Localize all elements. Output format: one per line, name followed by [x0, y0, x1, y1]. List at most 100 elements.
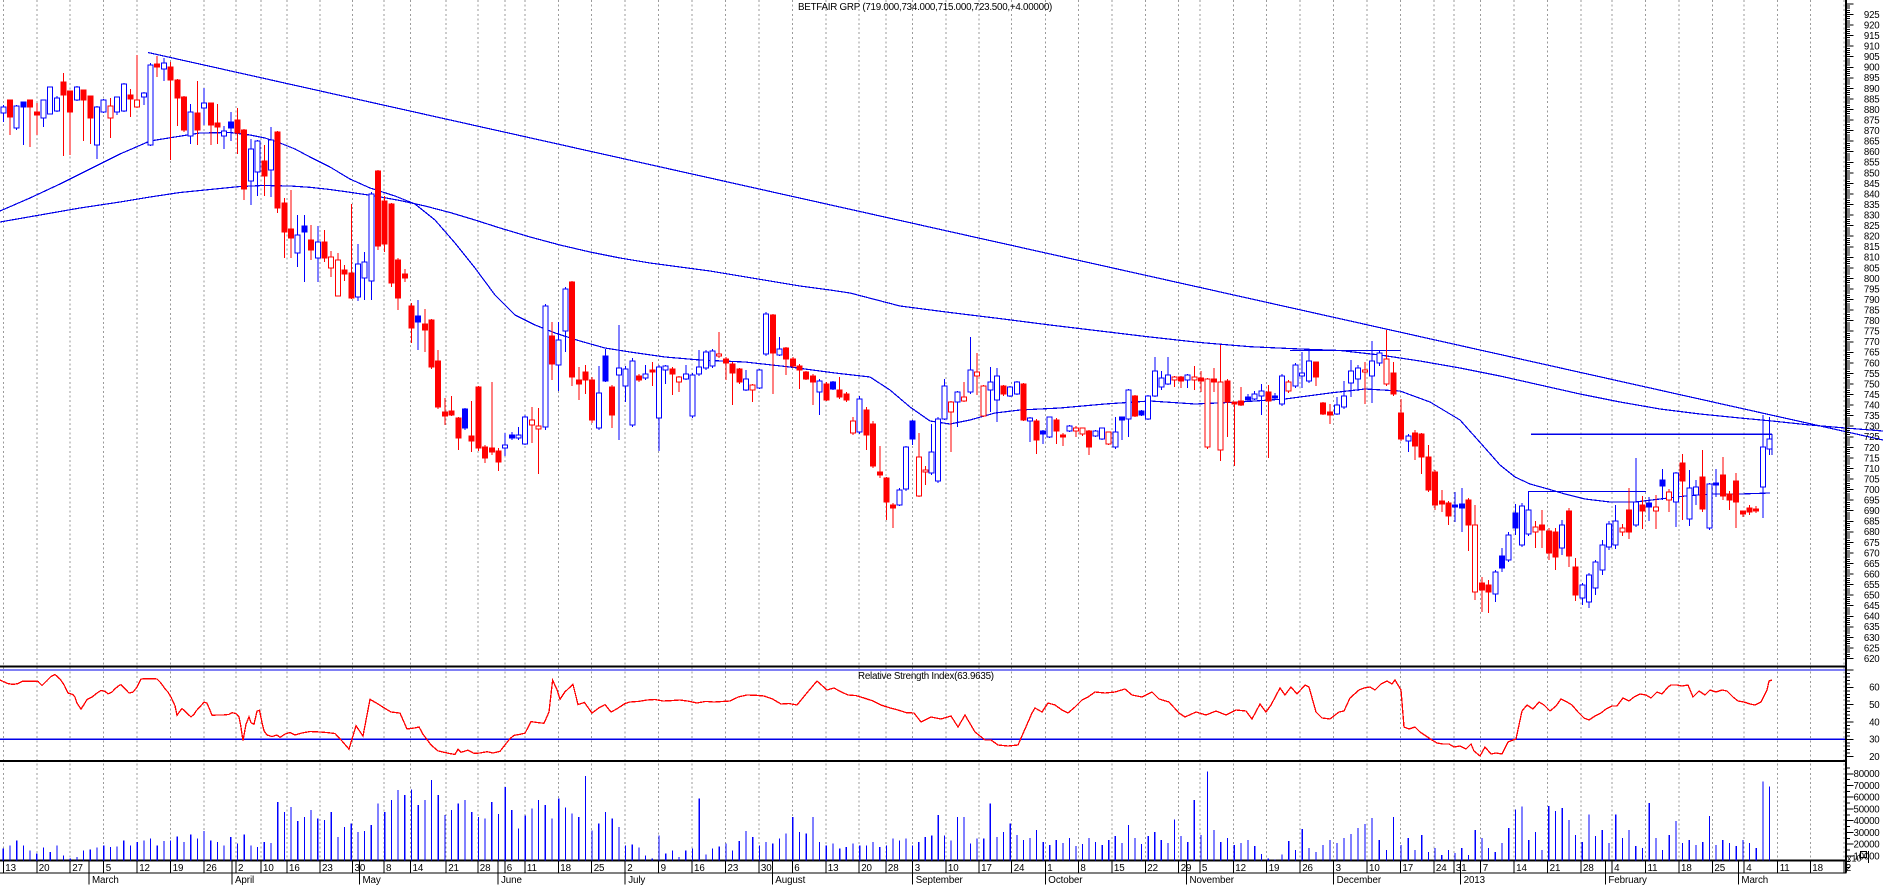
svg-text:80000: 80000 — [1854, 769, 1881, 780]
svg-text:885: 885 — [1864, 94, 1880, 105]
svg-text:875: 875 — [1864, 116, 1880, 127]
svg-text:25: 25 — [594, 863, 605, 874]
svg-text:24: 24 — [1436, 863, 1447, 874]
svg-text:920: 920 — [1864, 21, 1880, 32]
svg-text:70000: 70000 — [1854, 781, 1881, 792]
svg-text:770: 770 — [1864, 337, 1880, 348]
svg-text:10: 10 — [948, 863, 959, 874]
svg-text:810: 810 — [1864, 253, 1880, 264]
svg-text:795: 795 — [1864, 284, 1880, 295]
svg-text:620: 620 — [1864, 654, 1880, 665]
svg-text:775: 775 — [1864, 327, 1880, 338]
svg-text:15: 15 — [1114, 863, 1125, 874]
svg-text:July: July — [628, 875, 645, 885]
svg-text:16: 16 — [289, 863, 300, 874]
svg-text:28: 28 — [1583, 863, 1594, 874]
svg-text:665: 665 — [1864, 559, 1880, 570]
svg-text:2: 2 — [1846, 863, 1851, 874]
svg-text:630: 630 — [1864, 633, 1880, 644]
svg-text:17: 17 — [1402, 863, 1413, 874]
svg-text:8: 8 — [386, 863, 392, 874]
svg-text:6: 6 — [794, 863, 800, 874]
svg-text:750: 750 — [1864, 379, 1880, 390]
svg-text:17: 17 — [981, 863, 992, 874]
svg-text:905: 905 — [1864, 52, 1880, 63]
svg-text:1: 1 — [1047, 863, 1052, 874]
svg-text:890: 890 — [1864, 84, 1880, 95]
svg-text:2013: 2013 — [1464, 875, 1486, 885]
svg-text:655: 655 — [1864, 580, 1880, 591]
svg-text:BETFAIR GRP (719.000,734.000,7: BETFAIR GRP (719.000,734.000,715.000,723… — [798, 2, 1052, 13]
svg-text:12: 12 — [139, 863, 150, 874]
svg-text:23: 23 — [728, 863, 739, 874]
svg-text:2: 2 — [238, 863, 243, 874]
svg-text:780: 780 — [1864, 316, 1880, 327]
svg-text:7: 7 — [1483, 863, 1488, 874]
svg-text:20: 20 — [1869, 752, 1880, 763]
svg-text:3: 3 — [1336, 863, 1342, 874]
svg-text:735: 735 — [1864, 411, 1880, 422]
svg-text:22: 22 — [1147, 863, 1158, 874]
svg-text:November: November — [1190, 875, 1235, 885]
svg-text:4: 4 — [1746, 863, 1752, 874]
svg-text:60: 60 — [1869, 683, 1880, 694]
svg-text:10000: 10000 — [1854, 851, 1881, 862]
svg-text:19: 19 — [1269, 863, 1280, 874]
svg-text:27: 27 — [72, 863, 83, 874]
svg-text:21: 21 — [448, 863, 459, 874]
svg-text:x10: x10 — [1847, 854, 1862, 864]
svg-text:815: 815 — [1864, 242, 1880, 253]
svg-text:25: 25 — [1714, 863, 1725, 874]
svg-text:20: 20 — [39, 863, 50, 874]
svg-text:925: 925 — [1864, 10, 1880, 21]
svg-text:11: 11 — [1648, 863, 1658, 874]
svg-text:790: 790 — [1864, 295, 1880, 306]
svg-text:710: 710 — [1864, 464, 1880, 475]
svg-text:40000: 40000 — [1854, 816, 1881, 827]
svg-text:650: 650 — [1864, 591, 1880, 602]
svg-text:690: 690 — [1864, 506, 1880, 517]
svg-text:12: 12 — [1235, 863, 1246, 874]
svg-text:730: 730 — [1864, 422, 1880, 433]
svg-text:825: 825 — [1864, 221, 1880, 232]
svg-text:800: 800 — [1864, 274, 1880, 285]
svg-text:30: 30 — [355, 863, 366, 874]
svg-text:670: 670 — [1864, 548, 1880, 559]
svg-text:20000: 20000 — [1854, 840, 1881, 851]
svg-text:4: 4 — [1614, 863, 1620, 874]
svg-text:915: 915 — [1864, 31, 1880, 42]
svg-text:720: 720 — [1864, 443, 1880, 454]
svg-text:50: 50 — [1869, 700, 1880, 711]
svg-text:695: 695 — [1864, 496, 1880, 507]
svg-text:5: 5 — [1202, 863, 1208, 874]
svg-text:645: 645 — [1864, 601, 1880, 612]
svg-text:855: 855 — [1864, 158, 1880, 169]
svg-text:805: 805 — [1864, 263, 1880, 274]
svg-text:18: 18 — [1681, 863, 1692, 874]
svg-text:865: 865 — [1864, 137, 1880, 148]
svg-text:26: 26 — [1302, 863, 1313, 874]
svg-text:14: 14 — [413, 863, 424, 874]
svg-text:705: 705 — [1864, 474, 1880, 485]
svg-text:21: 21 — [1550, 863, 1561, 874]
svg-text:625: 625 — [1864, 643, 1880, 654]
svg-text:635: 635 — [1864, 622, 1880, 633]
svg-text:3: 3 — [915, 863, 921, 874]
svg-text:715: 715 — [1864, 453, 1880, 464]
svg-text:895: 895 — [1864, 73, 1880, 84]
svg-text:28: 28 — [888, 863, 899, 874]
svg-text:19: 19 — [173, 863, 184, 874]
svg-text:860: 860 — [1864, 147, 1880, 158]
svg-text:675: 675 — [1864, 538, 1880, 549]
svg-text:680: 680 — [1864, 527, 1880, 538]
svg-text:18: 18 — [1812, 863, 1823, 874]
svg-text:11: 11 — [527, 863, 537, 874]
svg-text:835: 835 — [1864, 200, 1880, 211]
svg-text:870: 870 — [1864, 126, 1880, 137]
svg-text:5: 5 — [106, 863, 112, 874]
svg-text:6: 6 — [507, 863, 513, 874]
svg-text:30: 30 — [761, 863, 772, 874]
svg-text:765: 765 — [1864, 348, 1880, 359]
svg-text:26: 26 — [206, 863, 217, 874]
svg-text:9: 9 — [661, 863, 666, 874]
